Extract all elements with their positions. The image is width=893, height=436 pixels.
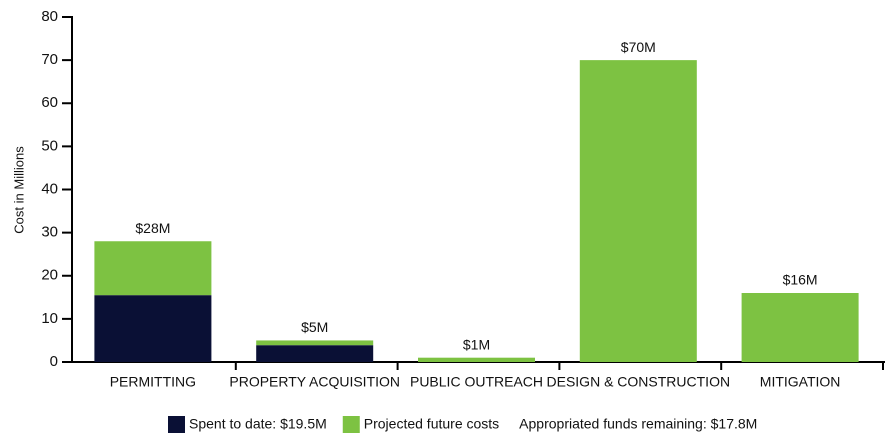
y-tick-label: 0: [50, 353, 58, 370]
total-label: $1M: [463, 336, 490, 352]
bar-segment: [579, 60, 697, 362]
bar-segment: [418, 357, 535, 362]
bar-segment: [94, 241, 212, 296]
total-label: $28M: [135, 220, 170, 236]
y-tick-label: 30: [41, 224, 58, 241]
total-label: $16M: [783, 272, 818, 288]
x-tick-label: PROPERTY ACQUISITION: [229, 374, 400, 390]
x-tick-label: PERMITTING: [110, 374, 196, 390]
y-tick-label: 50: [41, 137, 58, 154]
annotation: Appropriated funds remaining: $17.8M: [519, 416, 757, 432]
bar-segment: [94, 295, 212, 362]
bar-segment: [741, 293, 859, 362]
bar-segment: [256, 340, 374, 346]
x-tick-label: PUBLIC OUTREACH: [410, 374, 543, 390]
x-tick-label: MITIGATION: [760, 374, 841, 390]
y-tick-label: 60: [41, 94, 58, 111]
total-label: $70M: [621, 39, 656, 55]
total-label: $5M: [301, 319, 328, 335]
y-tick-label: 10: [41, 310, 58, 327]
x-tick-label: DESIGN & CONSTRUCTION: [547, 374, 731, 390]
y-tick-label: 40: [41, 180, 58, 197]
legend-label: Spent to date: $19.5M: [189, 416, 327, 432]
legend-swatch: [342, 416, 360, 433]
legend-swatch: [168, 416, 185, 433]
y-axis-label: Cost in Millions: [11, 146, 26, 234]
legend-label: Projected future costs: [364, 416, 499, 432]
y-tick-label: 70: [41, 51, 58, 68]
y-tick-label: 80: [41, 8, 58, 25]
bar-segment: [256, 345, 374, 362]
y-tick-label: 20: [41, 267, 58, 284]
